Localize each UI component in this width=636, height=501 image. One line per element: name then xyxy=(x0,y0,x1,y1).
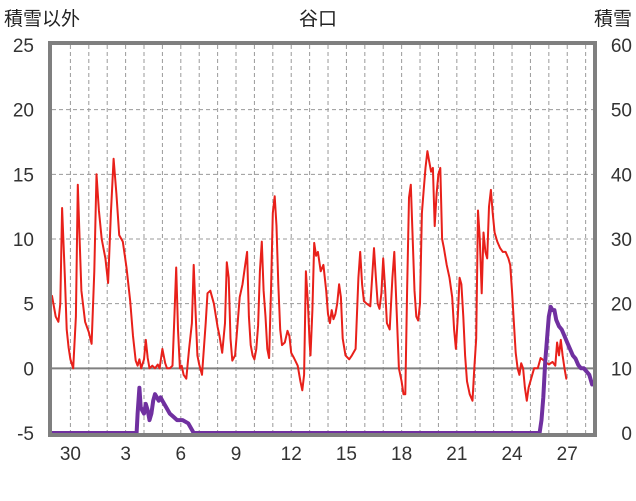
series-layer xyxy=(50,150,595,435)
left-axis-label: 積雪以外 xyxy=(4,8,80,30)
y-left-tick-label: 0 xyxy=(23,359,34,380)
x-tick-label: 12 xyxy=(281,444,302,465)
x-tick-label: 18 xyxy=(391,444,412,465)
y-right-tick-label: 40 xyxy=(611,165,632,186)
x-tick-label: 6 xyxy=(176,444,187,465)
y-left-tick-label: 10 xyxy=(13,230,34,251)
x-tick-label: 9 xyxy=(231,444,242,465)
main-series-line xyxy=(51,150,568,402)
y-left-tick-label: 20 xyxy=(13,101,34,122)
snow-depth-line xyxy=(50,304,595,435)
y-right-tick-label: 50 xyxy=(611,101,632,122)
x-tick-label: 27 xyxy=(557,444,578,465)
y-left-tick-label: 5 xyxy=(23,295,34,316)
chart-title: 谷口 xyxy=(299,8,337,30)
y-left-tick-label: 25 xyxy=(13,36,34,57)
y-right-tick-label: 60 xyxy=(611,36,632,57)
x-tick-label: 30 xyxy=(60,444,81,465)
x-tick-label: 21 xyxy=(446,444,467,465)
y-left-tick-label: -5 xyxy=(17,424,34,445)
grid-lines xyxy=(52,45,593,433)
y-right-tick-label: 0 xyxy=(621,424,632,445)
plot-frame xyxy=(48,41,597,437)
y-right-tick-label: 30 xyxy=(611,230,632,251)
x-tick-label: 24 xyxy=(501,444,523,465)
y-right-tick-label: 20 xyxy=(611,295,632,316)
x-tick-label: 15 xyxy=(336,444,357,465)
x-tick-label: 3 xyxy=(120,444,131,465)
right-axis-label: 積雪 xyxy=(594,8,632,30)
y-left-tick-label: 15 xyxy=(13,165,34,186)
y-right-tick-label: 10 xyxy=(611,359,632,380)
